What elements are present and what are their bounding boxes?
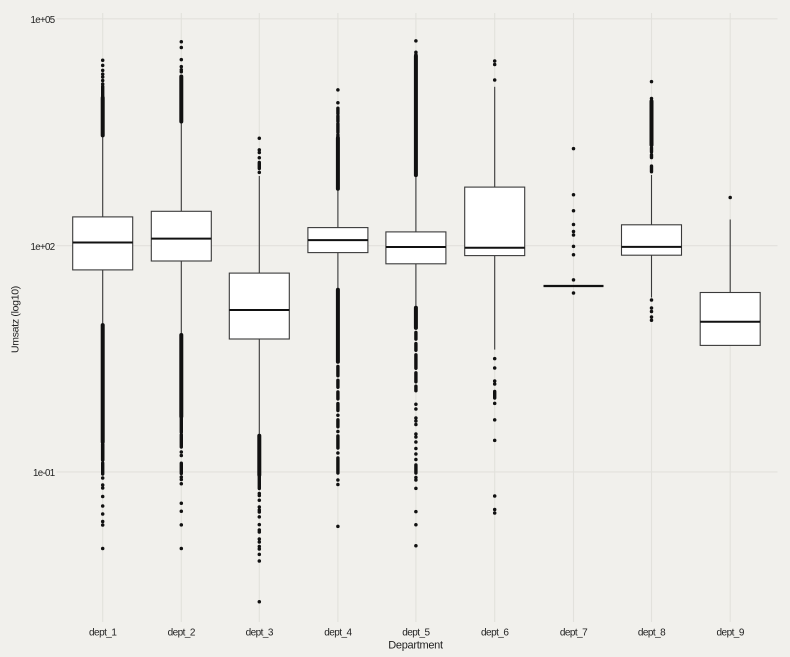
svg-text:dept_5: dept_5: [402, 628, 430, 639]
svg-text:Department: Department: [388, 639, 443, 651]
svg-text:dept_2: dept_2: [168, 628, 196, 639]
svg-text:1e-01: 1e-01: [33, 468, 55, 479]
svg-text:dept_9: dept_9: [717, 628, 745, 639]
svg-text:dept_4: dept_4: [324, 628, 352, 639]
svg-text:dept_3: dept_3: [246, 628, 274, 639]
svg-text:dept_8: dept_8: [638, 628, 666, 639]
svg-text:dept_1: dept_1: [89, 628, 117, 639]
svg-text:Umsatz (log10): Umsatz (log10): [10, 286, 22, 353]
svg-text:1e+02: 1e+02: [31, 242, 55, 253]
svg-text:dept_7: dept_7: [560, 628, 588, 639]
svg-text:dept_6: dept_6: [481, 628, 509, 639]
svg-text:1e+05: 1e+05: [31, 15, 55, 26]
